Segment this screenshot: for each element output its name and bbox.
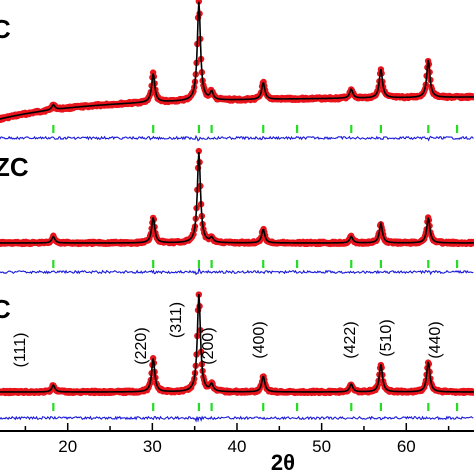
panel-label: C [0, 14, 11, 44]
hkl-label: (200) [200, 327, 217, 364]
hkl-label: (220) [133, 327, 150, 364]
x-tick-label: 30 [143, 437, 162, 456]
hkl-label: (440) [427, 321, 444, 358]
hkl-label: (510) [378, 319, 395, 356]
x-tick-label: 20 [58, 437, 77, 456]
x-tick-label: 40 [228, 437, 247, 456]
observed-points-panel-1 [0, 0, 474, 124]
x-axis-title: 2θ [271, 450, 295, 474]
panel-3: C [0, 291, 474, 423]
panel-label: C [0, 294, 11, 324]
hkl-label: (400) [251, 321, 268, 358]
observed-point [195, 147, 203, 155]
difference-curve-panel-3 [0, 415, 474, 423]
difference-curve-panel-1 [0, 134, 474, 142]
panel-1: C [0, 0, 474, 142]
x-axis: 20 30 40 50 60 [0, 423, 474, 456]
x-tick-label: 50 [312, 437, 331, 456]
calculated-profile-panel-1 [0, 1, 474, 120]
hkl-label: (311) [168, 302, 185, 338]
calculated-profile-panel-2 [0, 151, 474, 244]
observed-points-panel-3 [0, 291, 474, 397]
observed-point [149, 355, 157, 362]
x-tick-label: 60 [397, 437, 416, 456]
calculated-profile-panel-3 [0, 293, 474, 393]
observed-points-panel-2 [0, 147, 474, 248]
hkl-labels: (111) (220) (311) (200) (400) (422) (510) (440) [12, 302, 444, 368]
hkl-label: (111) [12, 333, 29, 368]
panel-label: ZC [0, 152, 29, 182]
hkl-label: (422) [342, 321, 359, 358]
difference-curve-panel-2 [0, 268, 474, 276]
panel-2: ZC [0, 147, 474, 276]
